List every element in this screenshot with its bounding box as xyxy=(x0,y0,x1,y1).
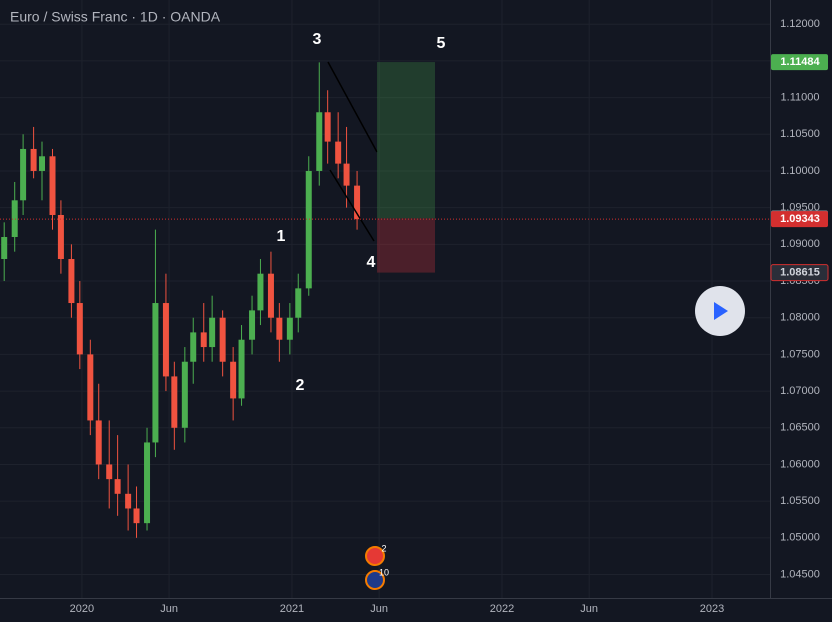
candle-body xyxy=(335,141,342,164)
grid: 1.04500 1.05000 1.05500 1.06000 1.06500 1.070… xyxy=(0,0,820,615)
candle-body xyxy=(257,273,264,311)
x-tick-label: Jun xyxy=(160,603,178,615)
price-tag xyxy=(771,54,828,71)
candle-body xyxy=(267,273,274,318)
candle-body xyxy=(106,464,113,480)
candle-body xyxy=(20,148,27,201)
event-count: 10 xyxy=(379,567,389,577)
plot xyxy=(1,62,361,538)
price-tag-label: 1.11484 xyxy=(780,56,820,68)
y-tick-label: 1.11000 xyxy=(781,91,820,103)
candle-body xyxy=(238,339,245,399)
candle-body xyxy=(190,332,197,362)
candle-body xyxy=(209,317,216,348)
chart-title: Euro / Swiss Franc · 1D · OANDA xyxy=(10,9,221,25)
event-marker xyxy=(365,546,385,566)
y-tick-label: 1.06500 xyxy=(780,422,820,434)
candle-body xyxy=(249,310,256,340)
wave-label: 5 xyxy=(437,35,446,52)
candle-body xyxy=(181,361,188,428)
position-profit xyxy=(377,62,435,219)
y-tick-label: 1.07000 xyxy=(780,385,820,397)
y-tick-label: 1.07500 xyxy=(780,348,820,360)
candle-body xyxy=(125,493,132,509)
candle-body xyxy=(316,112,323,171)
candle-body xyxy=(200,332,207,348)
candle-body xyxy=(354,185,361,220)
candle-body xyxy=(57,214,64,260)
candle-body xyxy=(230,361,237,399)
candle-body xyxy=(76,303,83,355)
candle-body xyxy=(162,303,169,377)
candle-body xyxy=(1,236,8,260)
wave-label: 1 xyxy=(277,228,286,245)
candle-body xyxy=(276,317,283,340)
position-loss xyxy=(377,218,435,273)
candle-body xyxy=(286,317,293,340)
candle-body xyxy=(30,148,37,171)
x-tick-label: 2022 xyxy=(490,603,514,615)
play-icon xyxy=(714,302,728,320)
candle-body xyxy=(295,288,302,318)
candle-body xyxy=(95,420,102,465)
wave-label: 3 xyxy=(313,31,322,48)
candle-body xyxy=(49,156,56,215)
x-tick-label: 2023 xyxy=(700,603,724,615)
candle-body xyxy=(144,442,151,524)
candle-body xyxy=(114,479,121,494)
channel-line xyxy=(327,61,378,153)
y-tick-label: 1.12000 xyxy=(780,18,820,30)
candle-body xyxy=(219,317,226,362)
event-marker xyxy=(365,570,385,590)
x-tick-label: 2020 xyxy=(70,603,94,615)
candle-body xyxy=(39,156,46,171)
candle-body xyxy=(305,170,312,289)
candle-body xyxy=(87,354,94,421)
channel-line xyxy=(329,169,375,242)
y-tick-label: 1.04500 xyxy=(780,568,820,580)
candle-body xyxy=(152,303,159,443)
y-tick-label: 1.05500 xyxy=(780,495,820,507)
y-tick-label: 1.05000 xyxy=(780,532,820,544)
wave-label: 2 xyxy=(296,377,305,394)
y-tick-label: 1.06000 xyxy=(780,458,820,470)
candle-body xyxy=(171,376,178,428)
candle-body xyxy=(11,200,18,237)
x-tick-label: Jun xyxy=(370,603,388,615)
event-count: 2 xyxy=(381,543,386,553)
x-tick-label: Jun xyxy=(580,603,598,615)
candle-body xyxy=(68,259,75,304)
y-tick-label: 1.10500 xyxy=(780,128,820,140)
candle-body xyxy=(324,112,331,142)
price-tag xyxy=(771,211,828,228)
y-tick-label: 1.08000 xyxy=(780,312,820,324)
candle-body xyxy=(133,508,140,524)
y-tick-label: 1.09000 xyxy=(780,238,820,250)
wave-label: 4 xyxy=(367,254,376,271)
y-tick-label: 1.10000 xyxy=(780,165,820,177)
candle-body xyxy=(343,163,350,186)
price-tag xyxy=(770,264,829,282)
x-tick-label: 2021 xyxy=(280,603,304,615)
price-tag-label: 1.08615 xyxy=(780,266,820,278)
price-tag-label: 1.09343 xyxy=(780,213,820,225)
